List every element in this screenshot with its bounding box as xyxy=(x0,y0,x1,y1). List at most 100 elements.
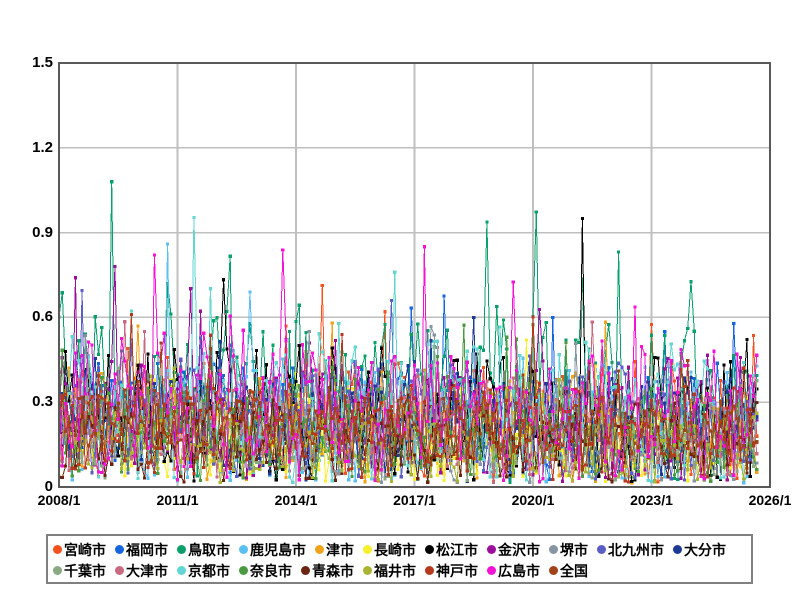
series-marker xyxy=(422,400,426,404)
series-marker xyxy=(182,370,186,374)
series-marker xyxy=(350,387,354,391)
series-marker xyxy=(198,376,203,381)
legend-item-福井市[interactable]: 福井市 xyxy=(363,564,416,578)
series-marker xyxy=(80,460,84,464)
series-marker xyxy=(511,436,515,440)
series-marker xyxy=(119,336,124,340)
series-marker xyxy=(182,428,186,432)
series-marker xyxy=(182,435,186,439)
series-marker xyxy=(340,363,344,367)
series-marker xyxy=(409,400,413,405)
series-marker xyxy=(231,414,236,418)
legend-item-北九州市[interactable]: 北九州市 xyxy=(597,543,664,557)
legend-item-千葉市[interactable]: 千葉市 xyxy=(53,564,106,578)
legend-item-全国[interactable]: 全国 xyxy=(549,564,588,578)
series-marker xyxy=(162,390,166,394)
legend-item-金沢市[interactable]: 金沢市 xyxy=(487,543,540,557)
series-marker xyxy=(495,304,499,308)
series-marker xyxy=(649,457,654,461)
series-marker xyxy=(452,452,456,457)
series-marker xyxy=(649,387,654,391)
series-marker xyxy=(482,380,486,384)
series-marker xyxy=(672,439,677,444)
legend-item-広島市[interactable]: 広島市 xyxy=(487,564,540,578)
series-marker xyxy=(185,342,189,347)
legend-item-京都市[interactable]: 京都市 xyxy=(177,564,230,578)
legend-item-青森市[interactable]: 青森市 xyxy=(301,564,354,578)
series-marker xyxy=(593,447,598,451)
series-marker xyxy=(80,396,84,400)
series-marker xyxy=(663,401,667,405)
series-marker xyxy=(350,466,354,470)
series-marker xyxy=(192,442,196,447)
series-marker xyxy=(169,459,173,463)
series-marker xyxy=(682,478,687,482)
series-marker xyxy=(429,474,433,478)
series-marker xyxy=(646,478,650,483)
series-marker xyxy=(426,460,430,464)
legend-item-鹿児島市[interactable]: 鹿児島市 xyxy=(239,543,306,557)
legend-item-神戸市[interactable]: 神戸市 xyxy=(425,564,478,578)
series-marker xyxy=(468,429,473,433)
legend-item-大津市[interactable]: 大津市 xyxy=(115,564,168,578)
series-marker xyxy=(689,472,693,477)
series-marker xyxy=(343,394,347,398)
legend-item-津市[interactable]: 津市 xyxy=(315,543,354,557)
legend-item-宮崎市[interactable]: 宮崎市 xyxy=(53,543,106,557)
legend-item-奈良市[interactable]: 奈良市 xyxy=(239,564,292,578)
series-marker xyxy=(445,433,450,438)
series-marker xyxy=(228,411,232,415)
series-marker xyxy=(77,377,81,381)
series-marker xyxy=(182,412,186,416)
series-marker xyxy=(656,387,660,391)
series-marker xyxy=(409,452,413,457)
series-marker xyxy=(90,444,94,448)
series-marker xyxy=(77,437,81,441)
series-marker xyxy=(330,360,334,365)
series-marker xyxy=(537,446,542,450)
series-marker xyxy=(376,408,380,412)
series-marker xyxy=(551,439,555,443)
series-marker xyxy=(248,463,252,467)
series-marker xyxy=(297,303,301,307)
series-marker xyxy=(241,418,245,422)
series-marker xyxy=(524,440,529,444)
series-marker xyxy=(156,466,160,471)
series-marker xyxy=(745,337,749,342)
series-marker xyxy=(712,445,716,449)
legend-item-堺市[interactable]: 堺市 xyxy=(549,543,588,557)
series-marker xyxy=(636,473,640,477)
legend-item-大分市[interactable]: 大分市 xyxy=(673,543,726,557)
legend-item-鳥取市[interactable]: 鳥取市 xyxy=(177,543,230,557)
series-marker xyxy=(277,406,282,410)
series-marker xyxy=(544,435,548,440)
series-marker xyxy=(399,418,403,422)
series-marker xyxy=(406,384,410,388)
series-marker xyxy=(649,408,654,413)
series-marker xyxy=(320,445,324,449)
series-marker xyxy=(603,340,608,344)
series-marker xyxy=(212,387,216,391)
series-marker xyxy=(113,264,117,269)
series-marker xyxy=(682,439,687,443)
series-marker xyxy=(735,409,739,414)
series-marker xyxy=(742,481,746,485)
legend-item-長崎市[interactable]: 長崎市 xyxy=(363,543,416,557)
series-marker xyxy=(745,391,749,395)
series-marker xyxy=(406,416,410,420)
series-marker xyxy=(235,390,239,394)
series-marker xyxy=(294,422,298,426)
series-marker xyxy=(208,423,213,427)
series-marker xyxy=(561,448,565,452)
series-marker xyxy=(597,431,601,435)
series-marker xyxy=(110,402,114,407)
series-marker xyxy=(676,457,680,461)
series-marker xyxy=(218,372,222,376)
series-marker xyxy=(531,369,535,374)
series-marker xyxy=(251,469,255,473)
legend-item-松江市[interactable]: 松江市 xyxy=(425,543,478,557)
series-marker xyxy=(307,404,311,408)
series-marker xyxy=(472,473,476,477)
series-marker xyxy=(185,421,189,425)
legend-item-福岡市[interactable]: 福岡市 xyxy=(115,543,168,557)
